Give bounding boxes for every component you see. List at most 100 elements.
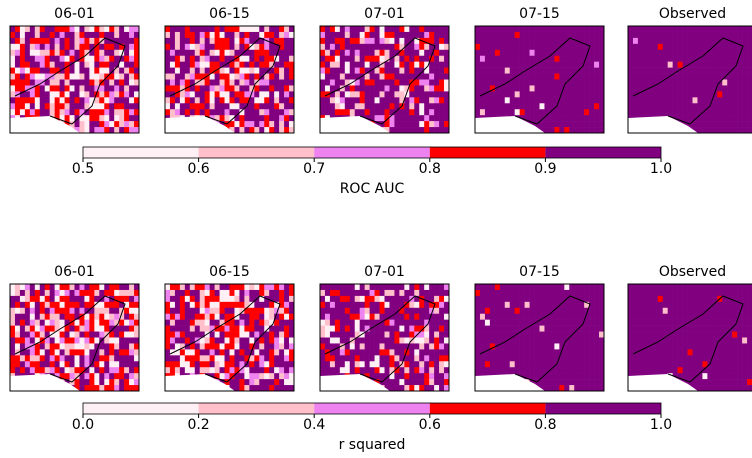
map-cell [124, 79, 130, 86]
map-cell [119, 307, 125, 315]
map-cell [717, 55, 723, 62]
map-cell [174, 349, 181, 356]
map-cell [14, 289, 21, 297]
map-cell [244, 355, 250, 362]
map-cell [697, 307, 703, 315]
map-cell [224, 325, 230, 332]
map-cell [424, 127, 430, 134]
map-cell [564, 355, 570, 362]
map-cell [74, 313, 80, 320]
map-cell [339, 61, 346, 68]
map-cell [364, 103, 370, 110]
map-cell [10, 31, 16, 39]
map-cell [249, 301, 255, 309]
map-cell [94, 55, 100, 62]
map-cell [494, 49, 501, 57]
map-cell [374, 26, 380, 33]
map-cell [394, 43, 400, 51]
map-cell [19, 79, 26, 86]
map-cell [284, 115, 290, 122]
map-cell [409, 355, 415, 362]
map-cell [682, 337, 688, 344]
map-cell [554, 373, 560, 380]
map-cell [444, 379, 450, 386]
map-cell [364, 319, 370, 326]
map-cell [697, 79, 703, 86]
map-cell [642, 343, 649, 350]
map-cell [662, 301, 668, 309]
map-cell [134, 349, 140, 356]
map-cell [569, 85, 575, 92]
map-cell [34, 55, 41, 62]
map-cell [384, 331, 390, 338]
map-cell [114, 325, 120, 332]
map-cell [389, 385, 395, 392]
map-cell [169, 26, 176, 33]
map-cell [419, 331, 425, 338]
map-cell [54, 367, 60, 374]
map-cell [702, 61, 708, 68]
map-cell [647, 367, 654, 374]
map-cell [165, 343, 171, 350]
map-cell [209, 49, 215, 57]
map-cell [554, 331, 560, 338]
map-cell [519, 319, 525, 326]
map-cell [259, 103, 265, 110]
map-cell [692, 284, 698, 291]
map-cell [179, 43, 186, 51]
map-cell [109, 325, 115, 332]
map-cell [727, 49, 733, 57]
map-cell [559, 115, 565, 122]
map-cell [119, 379, 125, 386]
map-cell [672, 49, 678, 57]
map-cell [707, 97, 713, 104]
map-cell [409, 121, 415, 128]
map-cell [559, 49, 565, 57]
map-cell [389, 301, 395, 309]
map-cell [224, 31, 230, 39]
map-cell [559, 379, 565, 386]
map-cell [647, 295, 654, 303]
map-cell [369, 361, 375, 368]
map-cell [747, 127, 752, 134]
map-cell [264, 313, 270, 320]
map-cell [249, 385, 255, 392]
map-cell [389, 115, 395, 122]
map-cell [24, 289, 31, 297]
map-cell [349, 325, 356, 332]
map-cell [657, 91, 664, 98]
map-cell [434, 85, 440, 92]
map-cell [369, 284, 375, 291]
map-cell [119, 26, 125, 33]
map-cell [384, 97, 390, 104]
map-cell [554, 367, 560, 374]
map-cell [742, 31, 748, 39]
map-cell [99, 331, 105, 338]
map-cell [559, 331, 565, 338]
map-cell [379, 121, 385, 128]
map-cell [712, 373, 718, 380]
map-cell [214, 55, 220, 62]
map-cell [494, 325, 501, 332]
map-cell [647, 55, 654, 62]
map-cell [732, 301, 738, 309]
map-cell [509, 49, 515, 57]
map-cell [89, 61, 95, 68]
map-cell [179, 97, 186, 104]
map-cell [209, 103, 215, 110]
map-cell [114, 355, 120, 362]
map-cell [652, 97, 659, 104]
map-cell [39, 331, 46, 338]
map-panel [475, 284, 605, 392]
map-cell [742, 361, 748, 368]
map-cell [707, 61, 713, 68]
map-cell [189, 337, 196, 344]
map-cell [119, 121, 125, 128]
map-cell [419, 85, 425, 92]
map-cell [599, 284, 605, 291]
map-cell [434, 331, 440, 338]
map-cell [214, 367, 220, 374]
map-cell [747, 361, 752, 368]
map-cell [707, 115, 713, 122]
map-cell [239, 289, 245, 297]
